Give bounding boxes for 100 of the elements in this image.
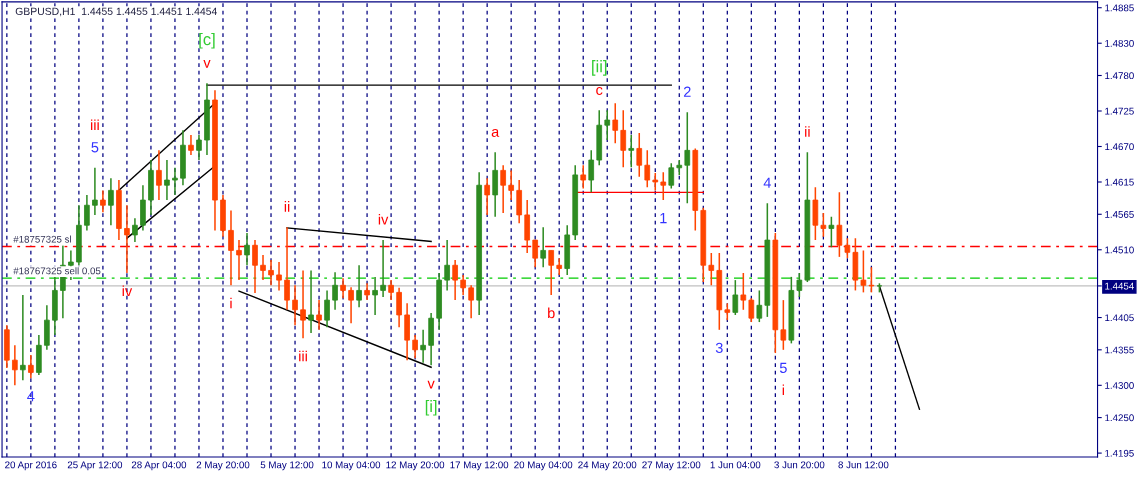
annotation: ii [284, 201, 290, 212]
candlestick [316, 299, 322, 331]
candlestick [244, 232, 250, 267]
annotation: v [203, 60, 211, 68]
candlestick [132, 217, 138, 243]
x-tick-label: 12 May 20:00 [386, 461, 445, 471]
candlestick [100, 189, 106, 214]
candlestick [684, 111, 691, 205]
candlestick [28, 354, 34, 379]
annotation: [i] [425, 400, 437, 416]
candlestick [796, 272, 803, 298]
annotation: iii [91, 119, 99, 131]
x-tick-label: 10 May 04:00 [322, 461, 381, 471]
candlestick [620, 109, 627, 168]
candlestick [124, 204, 130, 274]
candlestick [196, 134, 202, 161]
y-tick-label: 1.4250 [1105, 414, 1134, 422]
y-tick-label: 1.4615 [1105, 178, 1134, 186]
x-tick-label: 27 May 12:00 [642, 461, 701, 471]
ref-line-label: #18757325 sl [13, 235, 71, 243]
candlestick [332, 271, 338, 311]
annotation: c [596, 86, 603, 95]
annotation: 4 [27, 391, 35, 402]
candlestick [276, 261, 282, 292]
candlestick [500, 164, 506, 214]
candlestick [452, 259, 458, 301]
y-tick-label: 1.4405 [1105, 314, 1134, 322]
x-tick-label: 3 Jun 20:00 [774, 461, 825, 469]
candlestick [460, 274, 466, 296]
x-tick-label: 17 May 12:00 [450, 461, 509, 471]
annotation: i [230, 297, 232, 309]
x-tick-label: 20 May 04:00 [514, 461, 573, 471]
candlestick [444, 239, 450, 292]
candlestick [548, 249, 555, 296]
candlestick [12, 344, 18, 387]
x-tick-label: 8 Jun 12:00 [838, 461, 889, 469]
candlestick [612, 102, 619, 145]
candlestick [636, 132, 643, 178]
y-tick-label: 1.4355 [1105, 346, 1134, 354]
candlestick [828, 216, 835, 248]
candlestick [20, 294, 26, 381]
candlestick [644, 149, 651, 188]
annotation: 3 [715, 342, 723, 354]
candlestick [556, 257, 563, 276]
y-tick-label: 1.4565 [1105, 211, 1134, 218]
candlestick [708, 252, 715, 287]
annotation: 2 [683, 86, 691, 97]
annotation: 4 [763, 177, 771, 188]
candlestick [380, 239, 386, 298]
x-tick-label: 2 May 20:00 [196, 461, 250, 471]
candlestick [860, 249, 867, 294]
candlestick [540, 226, 547, 268]
candlestick [108, 177, 114, 227]
candlestick [652, 172, 659, 192]
candlestick [580, 164, 587, 190]
y-tick-label: 1.4510 [1105, 246, 1134, 254]
candlestick [84, 194, 90, 232]
candlestick [508, 169, 514, 201]
candlestick [844, 237, 851, 259]
annotation: b [548, 307, 555, 319]
candlestick [356, 264, 362, 308]
candlestick [732, 279, 739, 316]
annotation: [c] [199, 32, 215, 49]
annotation: v [427, 380, 435, 389]
annotation: iii [299, 350, 307, 362]
candlestick [268, 259, 274, 287]
candlestick [260, 254, 266, 281]
candlestick [420, 329, 426, 364]
candlestick [172, 167, 178, 196]
candlestick [236, 239, 242, 281]
candlestick [532, 239, 539, 268]
candlestick [252, 239, 258, 294]
candlestick [668, 162, 675, 190]
y-tick-label: 1.4670 [1105, 143, 1134, 151]
candlestick [868, 266, 875, 294]
x-tick-label: 5 May 12:00 [260, 461, 314, 471]
candlestick [308, 269, 314, 334]
annotation: 5 [91, 142, 99, 153]
candlestick [628, 134, 635, 168]
annotation: [ii] [592, 60, 607, 76]
annotation: 5 [779, 362, 787, 374]
candlestick [604, 109, 611, 141]
y-tick-label: 1.4725 [1105, 107, 1134, 115]
x-tick-label: 25 Apr 12:00 [67, 461, 123, 471]
candlestick [820, 212, 827, 238]
candlestick [340, 277, 346, 299]
candlestick [780, 299, 787, 351]
candlestick [388, 279, 394, 301]
x-tick-label: 28 Apr 04:00 [131, 461, 187, 471]
y-tick-label: 1.4830 [1105, 39, 1134, 47]
candlestick [92, 167, 98, 216]
candlestick [188, 134, 194, 156]
candlestick [588, 149, 595, 194]
candlestick [484, 177, 490, 216]
annotation: i [782, 384, 784, 396]
candlestick [740, 272, 747, 311]
candlestick [164, 159, 170, 201]
chart-title: GBPUSD,H1 1.4455 1.4455 1.4451 1.4454 [15, 7, 217, 17]
annotation: ii [805, 126, 810, 137]
candlestick [300, 269, 306, 339]
